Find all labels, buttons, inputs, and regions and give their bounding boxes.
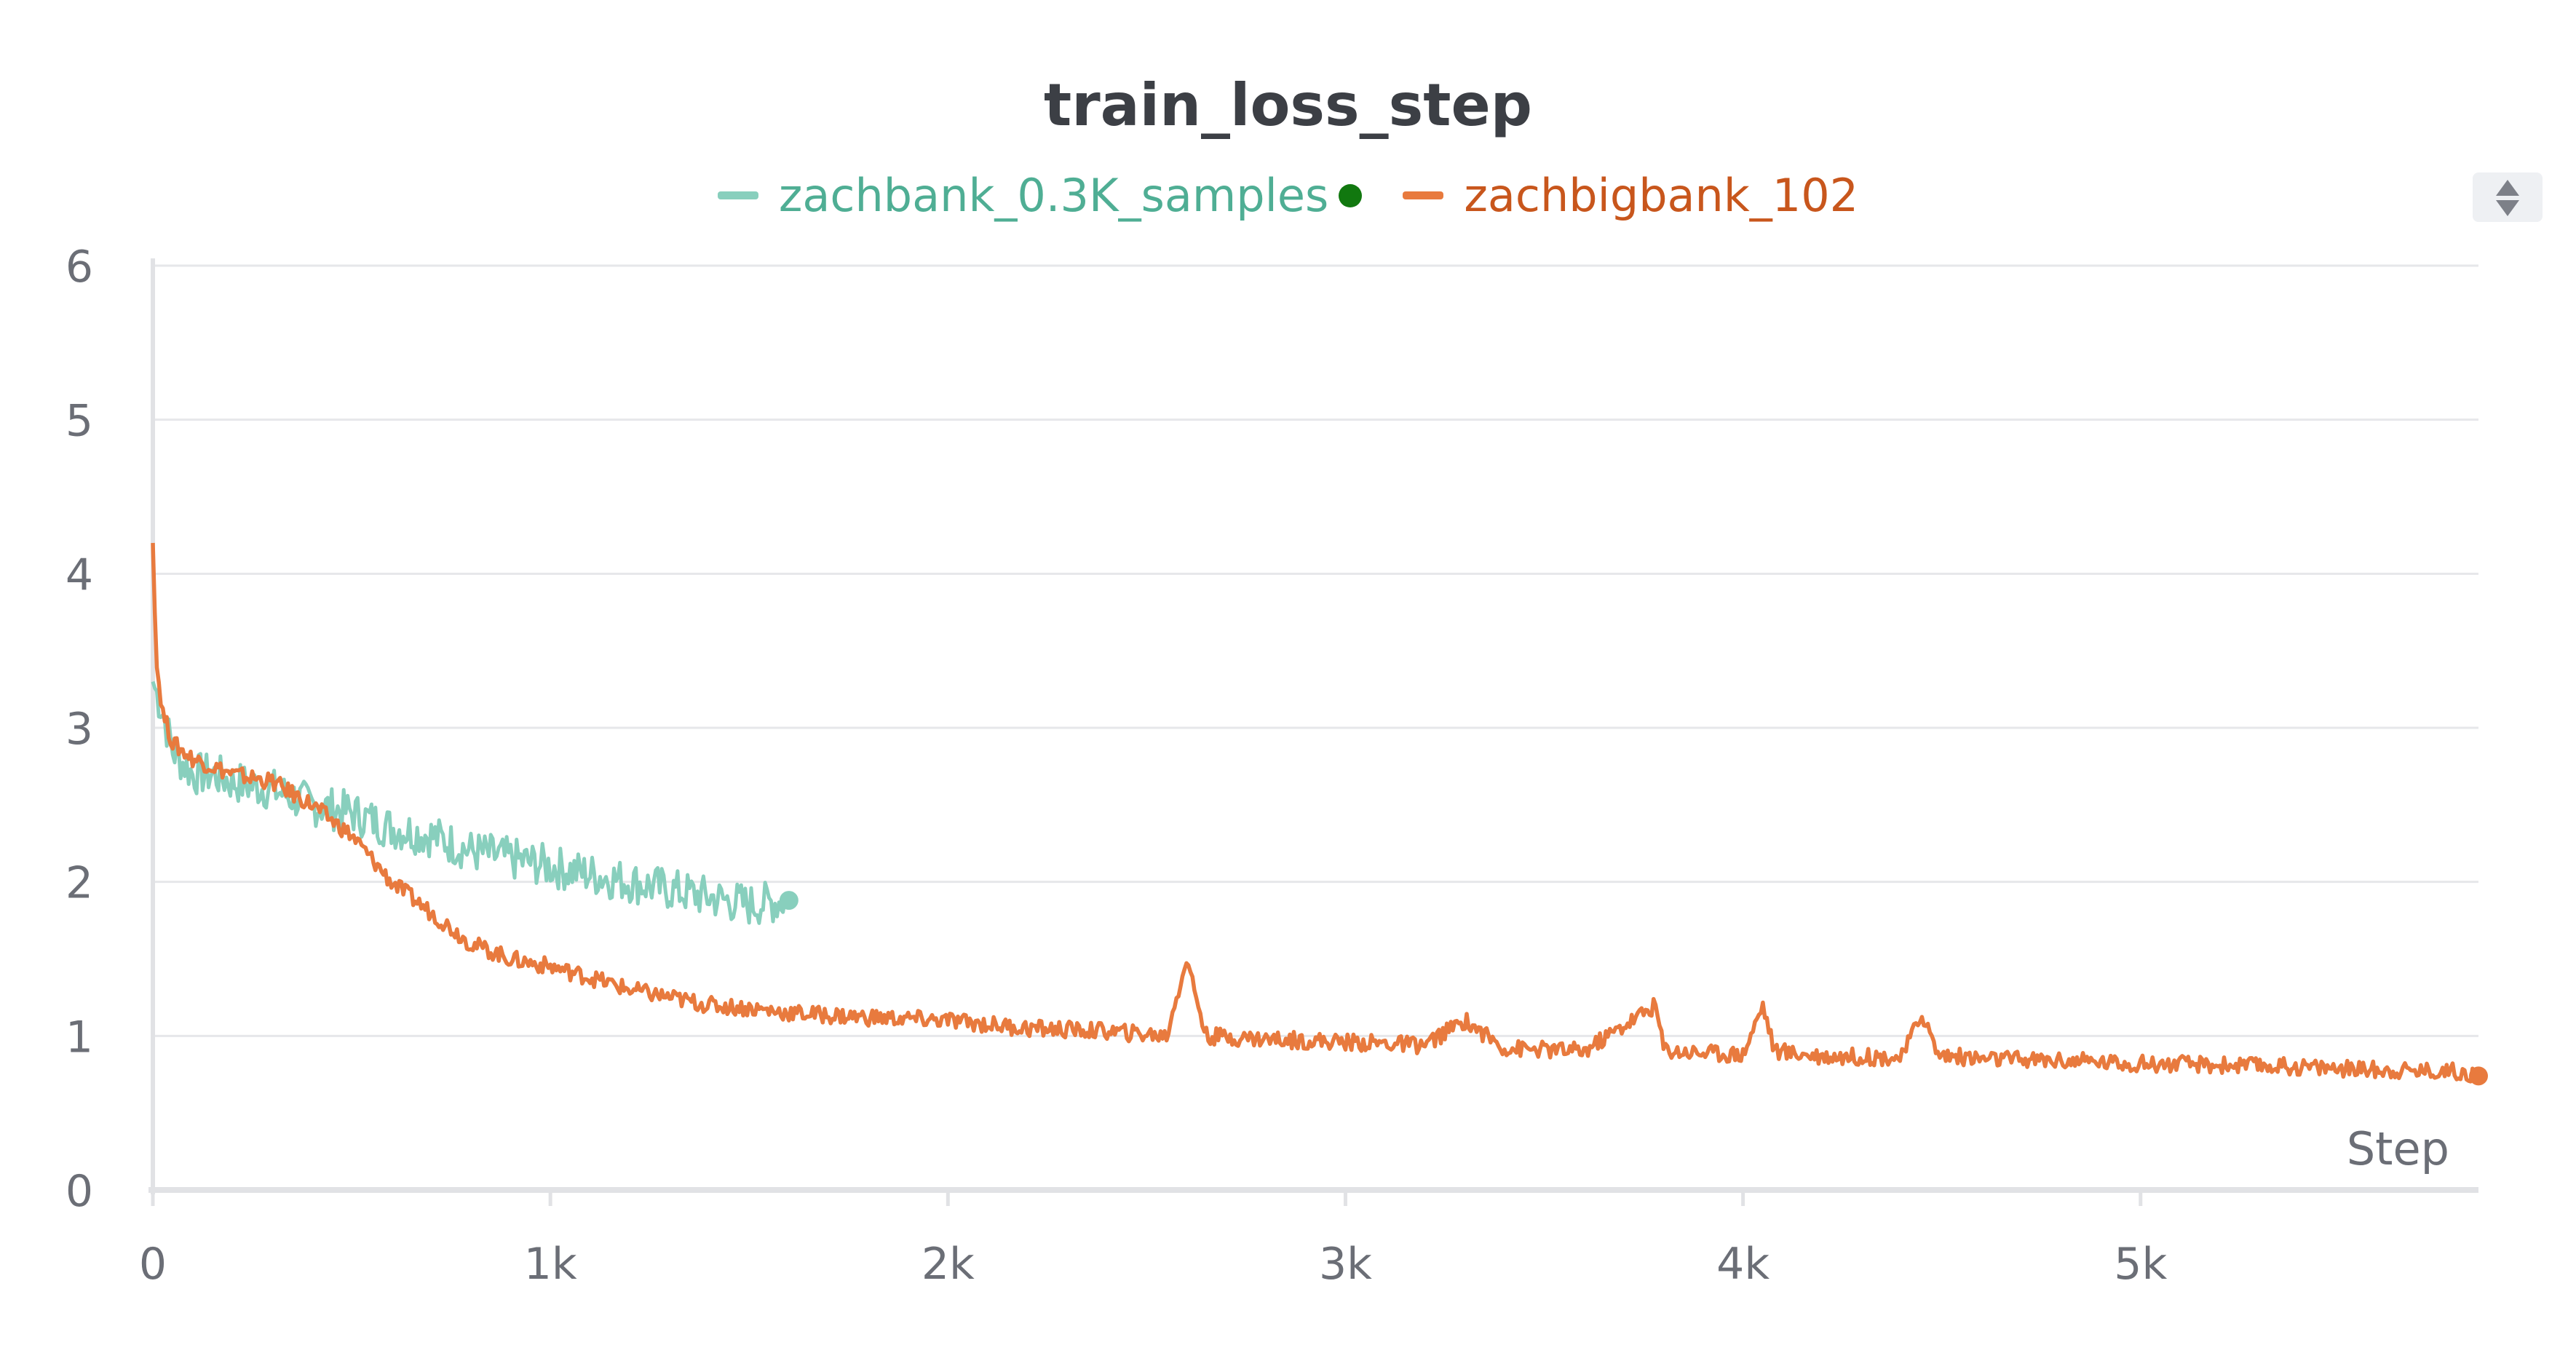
y-tick-label: 5 (66, 396, 93, 447)
x-tick-label: 4k (1716, 1239, 1769, 1290)
x-tick-label: 3k (1319, 1239, 1372, 1290)
x-tick-label: 5k (2114, 1239, 2167, 1290)
x-tick-label: 1k (524, 1239, 577, 1290)
legend-label-series-1: zachbank_0.3K_samples (778, 169, 1329, 222)
x-axis-label: Step (2347, 1122, 2449, 1175)
chart-title: train_loss_step (1043, 71, 1533, 139)
y-tick-label: 2 (66, 858, 93, 909)
y-tick-label: 1 (66, 1012, 93, 1063)
series-end-point-1[interactable] (779, 891, 798, 910)
legend-item-series-2[interactable]: zachbigbank_102 (1403, 169, 1858, 222)
series-line-1[interactable] (151, 681, 790, 925)
legend: zachbank_0.3K_samples zachbigbank_102 (0, 169, 2576, 222)
legend-item-series-1[interactable]: zachbank_0.3K_samples (717, 169, 1363, 222)
chevron-down-icon[interactable] (2496, 200, 2519, 216)
series-line-2[interactable] (151, 542, 2481, 1084)
legend-swatch-series-2 (1403, 191, 1444, 199)
legend-swatch-series-1 (717, 191, 758, 199)
y-tick-label: 4 (66, 549, 93, 600)
chevron-up-icon[interactable] (2496, 180, 2519, 196)
legend-label-series-2: zachbigbank_102 (1464, 169, 1859, 222)
y-tick-label: 0 (66, 1166, 93, 1217)
run-status-dot-icon (1339, 183, 1363, 207)
y-tick-label: 6 (66, 242, 93, 293)
x-tick-label: 0 (139, 1239, 167, 1290)
y-tick-label: 3 (66, 704, 93, 755)
legend-scroll-control[interactable] (2473, 172, 2543, 222)
series-end-point-2[interactable] (2469, 1066, 2488, 1086)
x-tick-label: 2k (922, 1239, 975, 1290)
